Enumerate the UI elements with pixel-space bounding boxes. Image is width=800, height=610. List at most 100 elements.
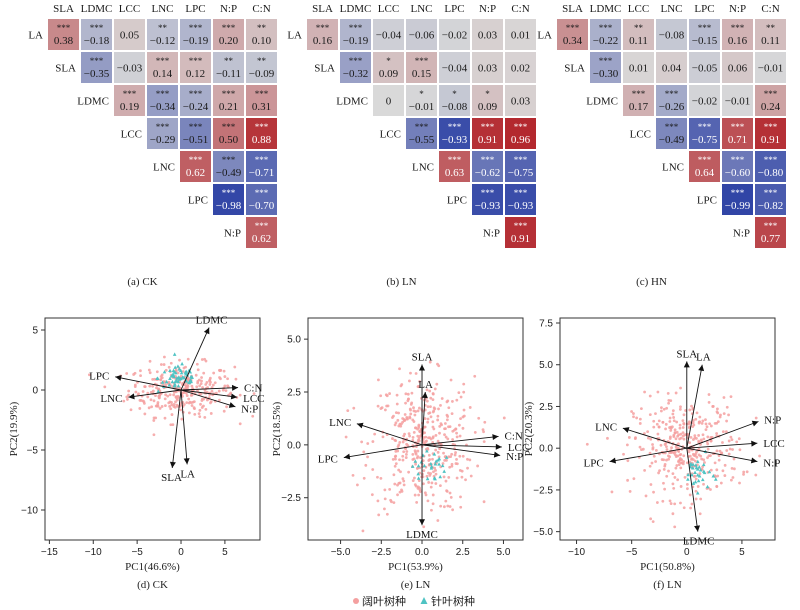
heatmap-cell-significance: ***: [731, 188, 745, 198]
heatmap-cell-value: −0.93: [475, 200, 501, 212]
point-broadleaf: [408, 434, 412, 438]
point-conifer: [176, 364, 180, 368]
heatmap-cell: *** −0.29: [146, 117, 179, 150]
point-broadleaf: [167, 401, 171, 405]
heatmap-cell-fill: [754, 183, 787, 216]
loading-vector: LDMC: [406, 444, 438, 541]
point-broadleaf: [696, 485, 700, 488]
point-broadleaf: [451, 508, 455, 512]
point-broadleaf: [725, 405, 729, 409]
point-broadleaf: [396, 493, 399, 497]
loading-arrow-head: [419, 519, 426, 526]
point-broadleaf: [682, 506, 686, 510]
loading-vector-label: LNC: [595, 421, 617, 433]
point-broadleaf: [385, 394, 389, 398]
point-broadleaf: [381, 435, 385, 439]
panel-caption: (a) CK: [127, 276, 157, 288]
point-broadleaf: [433, 387, 437, 391]
heatmap-cell: ** 0.11: [622, 18, 655, 51]
legend-conifer-label: 针叶树种: [431, 594, 475, 608]
heatmap-cell-significance: ***: [189, 56, 203, 66]
point-broadleaf: [413, 413, 417, 417]
point-broadleaf: [423, 417, 427, 420]
heatmap-cell-significance: ***: [222, 89, 236, 99]
point-broadleaf: [720, 451, 723, 455]
heatmap-col-label: C:N: [761, 3, 779, 15]
heatmap-cell-significance: ***: [764, 89, 778, 99]
point-broadleaf: [457, 423, 461, 427]
x-axis-label: PC1(53.9%): [388, 561, 443, 573]
heatmap-cell: *** −0.75: [688, 117, 721, 150]
heatmap-cell-significance: ***: [222, 122, 236, 132]
point-broadleaf: [352, 406, 356, 410]
point-broadleaf: [722, 412, 726, 416]
loading-arrow-head: [419, 364, 426, 371]
heatmap-cell-significance: ***: [90, 56, 104, 66]
heatmap-cell-value: −0.80: [758, 167, 784, 179]
point-broadleaf: [715, 432, 719, 435]
point-broadleaf: [668, 437, 672, 440]
heatmap-cell-significance: ***: [764, 122, 778, 132]
point-broadleaf: [159, 363, 163, 366]
loading-vector-label: N:P: [764, 414, 781, 426]
loading-vector-label: LA: [696, 352, 711, 364]
heatmap-cell-significance: ***: [448, 122, 462, 132]
heatmap-cell: *** −0.70: [245, 183, 278, 216]
point-conifer: [170, 379, 175, 384]
point-broadleaf: [690, 457, 693, 461]
heatmap-cell-value: −0.98: [216, 200, 242, 212]
point-broadleaf: [453, 453, 457, 457]
y-tick-label: 0.0: [287, 440, 301, 451]
point-broadleaf: [391, 457, 395, 461]
heatmap-cell-fill: [556, 18, 589, 51]
point-broadleaf: [683, 475, 687, 479]
heatmap-cell-significance: ***: [731, 122, 745, 132]
point-broadleaf: [673, 450, 677, 454]
point-broadleaf: [156, 401, 160, 404]
point-broadleaf: [648, 413, 652, 417]
point-broadleaf: [416, 434, 420, 438]
point-broadleaf: [402, 483, 406, 487]
heatmap-cell-value: 0.91: [761, 134, 780, 146]
point-broadleaf: [446, 415, 450, 418]
point-broadleaf: [643, 390, 646, 394]
heatmap-cell-value: −0.99: [725, 200, 751, 212]
point-broadleaf: [445, 489, 449, 493]
point-broadleaf: [427, 436, 430, 440]
heatmap-cell-fill: [113, 51, 146, 84]
point-conifer: [433, 462, 438, 466]
loading-vector: SLA: [676, 348, 697, 449]
point-broadleaf: [362, 476, 366, 480]
point-broadleaf: [394, 421, 398, 425]
heatmap-cell-fill: [80, 51, 113, 84]
point-broadleaf: [652, 419, 656, 423]
heatmap-cell-value: −0.32: [343, 68, 368, 80]
point-conifer: [444, 455, 449, 459]
point-broadleaf: [675, 464, 679, 467]
point-broadleaf: [688, 493, 692, 497]
loading-vector: LCC: [686, 438, 785, 450]
point-broadleaf: [449, 378, 453, 382]
point-broadleaf: [679, 432, 683, 436]
point-broadleaf: [182, 391, 185, 394]
point-broadleaf: [441, 462, 445, 465]
point-broadleaf: [411, 479, 415, 482]
point-broadleaf: [681, 426, 685, 429]
point-conifer: [694, 463, 698, 467]
loading-vector: LA: [180, 389, 195, 480]
point-broadleaf: [148, 371, 152, 375]
point-broadleaf: [431, 493, 435, 497]
point-broadleaf: [430, 481, 434, 485]
point-broadleaf: [659, 443, 663, 447]
loading-vector-label: LNC: [100, 393, 122, 405]
heatmap-col-label: LNC: [152, 3, 174, 15]
point-broadleaf: [443, 433, 446, 437]
point-broadleaf: [729, 395, 733, 399]
heatmap-cell-significance: ***: [156, 56, 170, 66]
y-tick-label: −2.5: [281, 493, 301, 504]
point-conifer: [693, 479, 698, 484]
loading-arrow-shaft: [180, 389, 238, 398]
loading-arrow-head: [356, 422, 364, 429]
heatmap-cell: ** −0.12: [146, 18, 179, 51]
point-broadleaf: [209, 412, 213, 415]
